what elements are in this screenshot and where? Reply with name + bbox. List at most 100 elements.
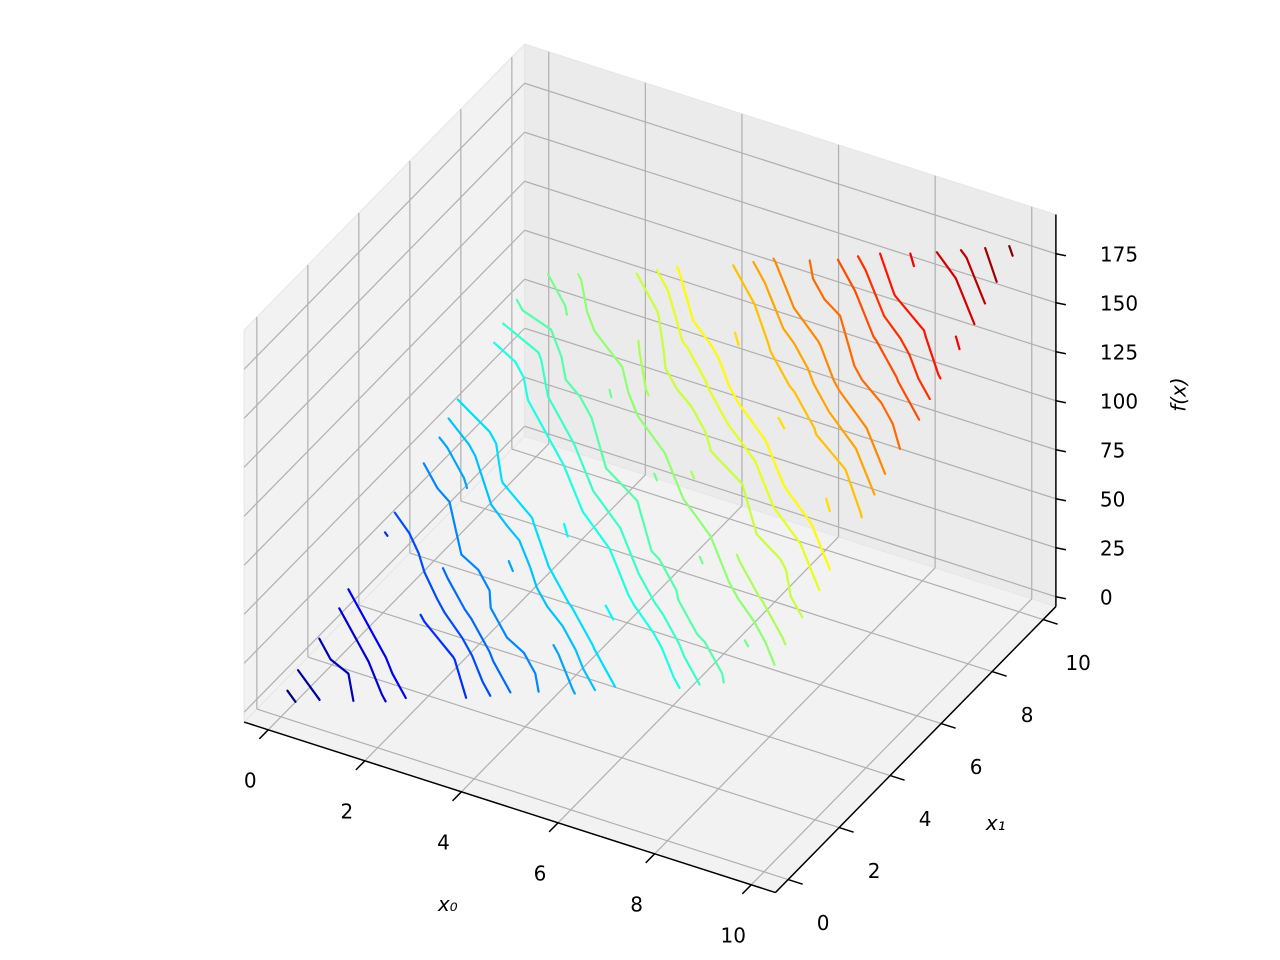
contour-line <box>1008 245 1014 257</box>
tick-mark <box>258 729 269 740</box>
tick-mark <box>548 822 559 833</box>
contour-line <box>318 637 355 702</box>
grid-line <box>654 567 936 855</box>
z-tick-label: 75 <box>1100 438 1125 462</box>
contour-line <box>637 339 787 646</box>
x-tick-label: 10 <box>721 923 746 947</box>
z-tick-label: 100 <box>1100 389 1138 413</box>
labels: 024681002468100255075100125150175x₀x₁f(x… <box>244 242 1191 947</box>
grid-line <box>243 180 526 468</box>
grid-line <box>524 180 1057 353</box>
contour-line <box>959 249 987 305</box>
contours <box>286 245 1014 703</box>
grid-line <box>557 536 839 824</box>
grid-line <box>524 82 1057 255</box>
z-tick-label: 0 <box>1100 585 1113 609</box>
grid-line <box>256 708 789 881</box>
contour-line <box>772 257 887 475</box>
contour-line <box>347 588 407 700</box>
grid-line <box>243 278 526 566</box>
grid-line <box>524 376 1057 549</box>
grid-line <box>243 229 526 517</box>
grid-line <box>460 500 993 673</box>
contour-line <box>438 436 576 695</box>
grid-line <box>267 443 550 731</box>
contour-line <box>879 252 942 380</box>
contour-line <box>752 260 876 496</box>
contour-line <box>733 331 831 513</box>
tick-mark <box>940 722 956 729</box>
grid-line <box>243 425 526 713</box>
tick-mark <box>741 884 752 895</box>
tick-mark <box>1042 618 1058 625</box>
x-axis-label: x₀ <box>437 892 458 916</box>
tick-mark <box>889 774 905 781</box>
grid-line <box>524 131 1057 304</box>
x-tick-label: 0 <box>244 768 257 792</box>
contour-line <box>422 462 540 693</box>
contour-line <box>447 417 597 692</box>
contour-line <box>502 322 701 686</box>
tick-mark <box>838 826 854 833</box>
contour-line <box>515 298 725 684</box>
tick-mark <box>1055 596 1067 600</box>
contour-line <box>675 265 831 571</box>
grid-line <box>750 598 1033 886</box>
x-axis-line <box>243 721 776 894</box>
contour-line <box>935 251 976 326</box>
grid-line <box>511 448 1044 621</box>
grid-line <box>307 656 840 829</box>
contour-line <box>836 258 921 421</box>
z-tick-label: 125 <box>1100 340 1138 364</box>
contour-line <box>909 252 961 351</box>
tick-mark <box>1055 449 1067 453</box>
grid-line <box>524 425 1057 598</box>
grid-line <box>243 82 526 370</box>
contour-line <box>383 531 468 699</box>
x-tick-label: 2 <box>340 799 353 823</box>
grid-line <box>358 604 891 777</box>
y-axis-label: x₁ <box>985 811 1006 835</box>
z-tick-label: 25 <box>1100 536 1125 560</box>
z-tick-label: 175 <box>1100 242 1138 266</box>
contour-line <box>655 269 821 592</box>
grid-line <box>524 278 1057 451</box>
tick-mark <box>1055 302 1067 306</box>
contour-line <box>493 341 681 689</box>
y-tick-label: 6 <box>970 755 983 779</box>
y-axis-line <box>774 606 1057 894</box>
tick-mark <box>1055 253 1067 257</box>
grid <box>243 51 1057 886</box>
y-tick-label: 10 <box>1065 651 1090 675</box>
contour-line <box>393 511 492 697</box>
grid-line <box>364 474 646 762</box>
contour-line <box>577 273 776 667</box>
z-axis-label: f(x) <box>1166 377 1190 411</box>
contour-line <box>286 689 297 703</box>
tick-mark <box>1055 400 1067 404</box>
contour-line <box>856 255 931 401</box>
tick-mark <box>645 853 656 864</box>
tick-mark <box>1055 547 1067 551</box>
tick-mark <box>355 760 366 771</box>
grid-line <box>243 376 526 664</box>
tick-mark <box>1055 498 1067 502</box>
axes <box>243 214 1067 895</box>
contour-line <box>808 259 902 450</box>
y-tick-label: 8 <box>1021 703 1034 727</box>
tick-mark <box>787 878 803 885</box>
x-tick-label: 6 <box>534 861 547 885</box>
contour-line <box>732 264 863 519</box>
contour-line <box>984 247 998 283</box>
grid-line <box>243 327 526 615</box>
contour-line <box>296 669 321 701</box>
y-tick-label: 2 <box>868 859 881 883</box>
panes <box>243 42 1057 894</box>
tick-mark <box>1055 351 1067 355</box>
y-tick-label: 0 <box>817 911 830 935</box>
grid-line <box>243 131 526 419</box>
contour-line <box>635 272 804 619</box>
contour-line <box>547 273 750 648</box>
contour-line <box>563 522 615 621</box>
